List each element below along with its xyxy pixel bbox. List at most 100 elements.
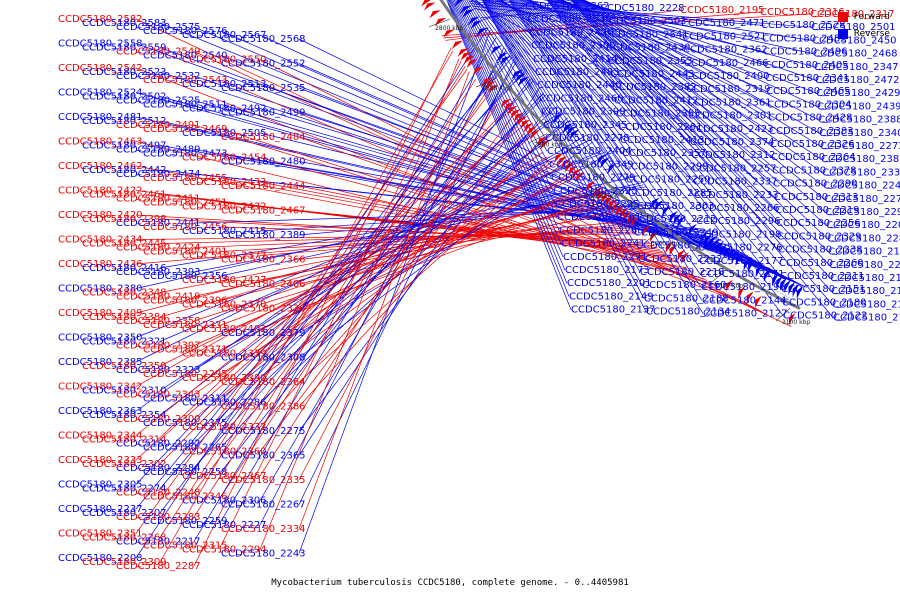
gene-label: CCDC5180_2305 (58, 480, 143, 491)
gene-label: CCDC5180_2411 (116, 194, 201, 205)
gene-label: CCDC5180_2505 (182, 128, 267, 139)
reverse-feature (496, 52, 509, 62)
gene-label: CCDC5180_2367 (182, 471, 267, 482)
forward-feature (630, 216, 640, 228)
gene-label: CCDC5180_2190 (636, 241, 721, 252)
gene-label: CCDC5180_2473 (143, 149, 228, 160)
gene-label: CCDC5180_2127 (703, 309, 788, 320)
leader-line (159, 125, 518, 440)
leader-line (135, 27, 489, 559)
leader-line (449, 0, 564, 257)
gene-label: CCDC5180_2552 (221, 59, 306, 70)
forward-feature (516, 116, 528, 126)
leader-line (583, 0, 818, 107)
tick-label: 2800 kbp (435, 25, 463, 32)
leader-line (159, 50, 454, 563)
tick-mark (708, 271, 725, 285)
gene-label: CCDC5180_2379 (221, 328, 306, 339)
forward-feature (513, 112, 524, 123)
leader-line (582, 0, 821, 147)
forward-feature (472, 66, 484, 76)
gene-label: CCDC5180_2471 (681, 18, 766, 29)
forward-feature (788, 312, 796, 326)
gene-label: CCDC5180_2484 (221, 132, 306, 143)
gene-label: CCDC5180_2405 (764, 60, 849, 71)
gene-label: CCDC5180_2243 (221, 549, 306, 560)
leader-line (521, 0, 694, 182)
gene-label: CCDC5180_2483 (535, 67, 620, 78)
leader-line (298, 101, 496, 481)
leader-line (135, 156, 548, 387)
leader-line (259, 58, 460, 550)
gene-label: CCDC5180_2423 (689, 124, 774, 135)
leader-line (298, 136, 708, 281)
gene-label: CCDC5180_2354 (82, 410, 167, 421)
gene-label: CCDC5180_2286 (182, 398, 267, 409)
leader-line (159, 66, 466, 538)
reverse-feature (735, 253, 744, 267)
gene-label: CCDC5180_2218 (640, 267, 725, 278)
gene-label: CCDC5180_2535 (221, 83, 306, 94)
gene-label: CCDC5180_2412 (614, 95, 699, 106)
gene-label: CCDC5180_2276 (698, 243, 783, 254)
forward-feature (429, 10, 441, 19)
leader-line (447, 0, 568, 284)
leader-line (193, 100, 754, 260)
gene-label: CCDC5180_2336 (221, 304, 306, 315)
reverse-feature (688, 223, 697, 237)
tick-labels: 3100 kbp 3050 kbp 3000 kbp 2950 kbp 2900 kbp… (428, 18, 810, 326)
gene-label: CCDC5180_2363 (58, 406, 143, 417)
gene-label: CCDC5180_2189 (828, 247, 900, 258)
gene-label: CCDC5180_2424 (116, 243, 201, 254)
gene-label: CCDC5180_2492 (182, 104, 267, 115)
gene-label: CCDC5180_2257 (692, 163, 777, 174)
gene-label: CCDC5180_2171 (700, 269, 785, 280)
leader-line (551, 0, 779, 250)
reverse-feature (707, 236, 716, 249)
gene-label: CCDC5180_2256 (776, 218, 861, 229)
gene-label: CCDC5180_2364 (221, 377, 306, 388)
gene-label: CCDC5180_2387 (821, 154, 900, 165)
leader-line (549, 0, 781, 277)
reverse-feature (719, 243, 728, 257)
tick-label: 2850 kbp (482, 85, 510, 92)
forward-feature (503, 102, 515, 112)
leader-line (482, 0, 643, 286)
legend-forward-label: Forward (853, 11, 890, 22)
reverse-feature (600, 156, 610, 169)
tick-mark (476, 78, 497, 88)
gene-label: CCDC5180_2302 (82, 459, 167, 470)
gene-label: CCDC5180_2402 (182, 324, 267, 335)
gene-label: CCDC5180_2301 (688, 111, 773, 122)
gene-label: CCDC5180_2340 (819, 128, 900, 139)
genome-backbone (439, 0, 801, 310)
gene-label: CCDC5180_2344 (58, 431, 143, 442)
gene-label: CCDC5180_2266 (695, 203, 780, 214)
gene-label: CCDC5180_2377 (182, 251, 267, 262)
leader-line (576, 0, 827, 226)
forward-feature (443, 29, 455, 38)
reverse-feature (776, 275, 784, 289)
leader-line (573, 0, 830, 266)
gene-label: CCDC5180_2357 (622, 148, 707, 159)
leader-line (527, 0, 690, 130)
gene-label: CCDC5180_2149 (569, 291, 654, 302)
reverse-feature (703, 233, 713, 247)
gene-label: CCDC5180_2396 (143, 296, 228, 307)
gene-label: CCDC5180_2397 (116, 341, 201, 352)
gene-label: CCDC5180_2466 (684, 58, 769, 69)
gene-label: CCDC5180_2329 (777, 231, 862, 242)
reverse-swatch (837, 28, 848, 39)
gene-label: CCDC5180_2390 (182, 373, 267, 384)
gene-label: CCDC5180_2436 (58, 259, 143, 270)
reverse-feature (731, 250, 740, 264)
gene-label: CCDC5180_2160 (642, 280, 727, 291)
gene-label: CCDC5180_2140 (832, 299, 900, 310)
leader-line (558, 0, 773, 171)
gene-label: CCDC5180_2513 (182, 79, 267, 90)
forward-feature (530, 129, 541, 140)
gene-label: CCDC5180_2375 (143, 418, 228, 429)
gene-label: CCDC5180_2500 (531, 41, 616, 52)
forward-feature (520, 119, 531, 130)
gene-label: CCDC5180_2451 (143, 198, 228, 209)
